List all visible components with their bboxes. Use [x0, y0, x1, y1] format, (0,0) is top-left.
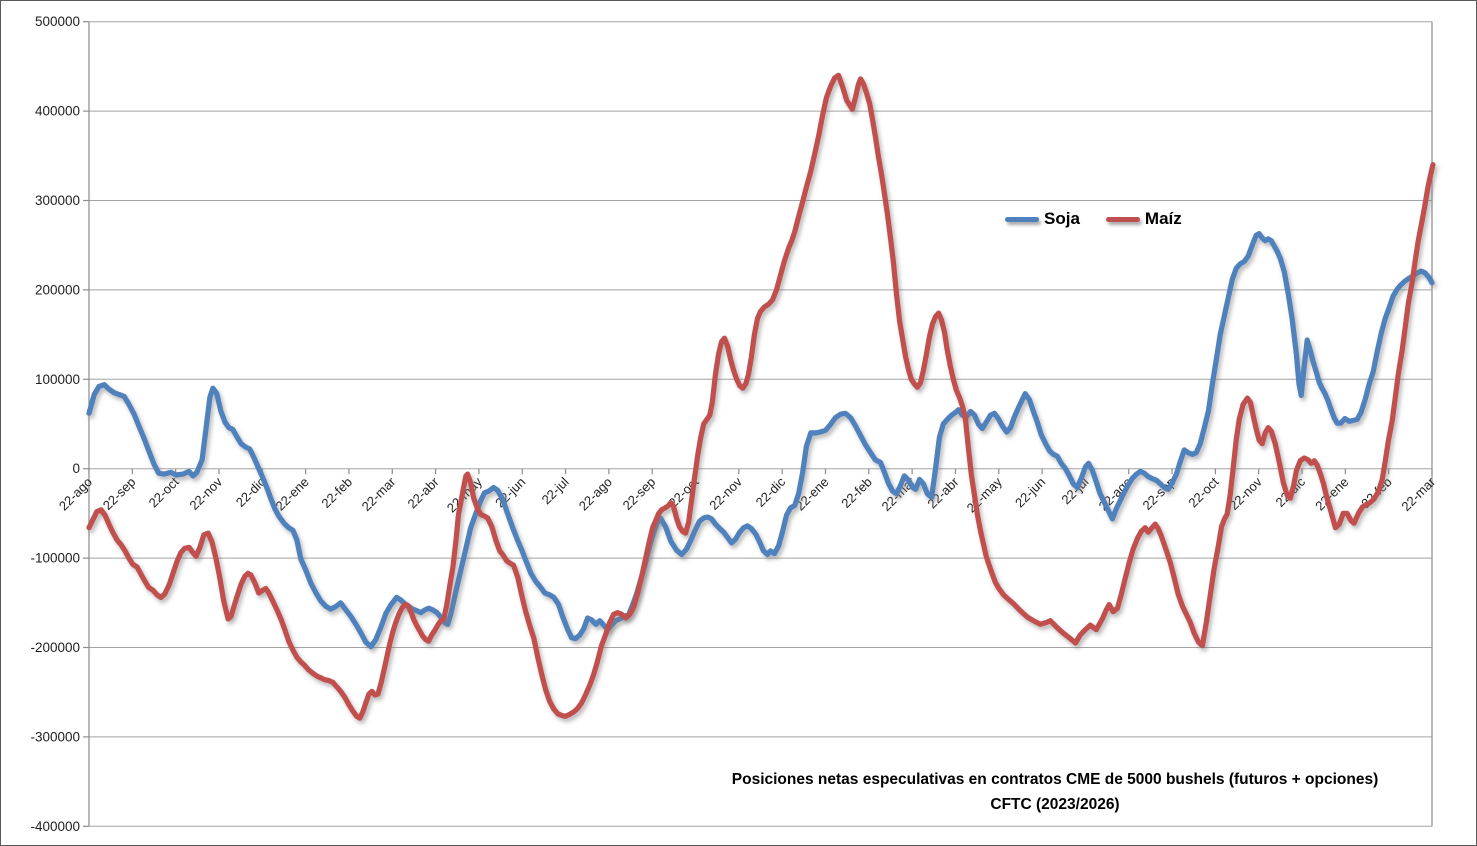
- chart-title-line-2: CFTC (2023/2026): [990, 796, 1120, 813]
- svg-text:22-dic: 22-dic: [753, 474, 789, 510]
- legend-item-maiz: Maíz: [1105, 209, 1182, 229]
- svg-text:400000: 400000: [35, 104, 80, 119]
- soja-line-swatch-icon: [1005, 216, 1039, 222]
- legend-label-soja: Soja: [1044, 209, 1080, 228]
- svg-text:-300000: -300000: [30, 729, 80, 744]
- y-axis-tick-labels: 500000 400000 300000 200000 100000 0 -100000 -2…: [30, 14, 80, 834]
- svg-text:22-sep: 22-sep: [100, 474, 139, 513]
- svg-text:22-oct: 22-oct: [146, 474, 182, 510]
- svg-text:300000: 300000: [35, 193, 80, 208]
- svg-text:22-abr: 22-abr: [405, 474, 443, 512]
- svg-text:22-ago: 22-ago: [576, 474, 615, 513]
- legend: Soja Maíz: [1005, 209, 1182, 229]
- svg-text:22-jun: 22-jun: [1012, 474, 1048, 510]
- svg-text:22-jul: 22-jul: [539, 474, 572, 507]
- svg-text:22-feb: 22-feb: [838, 474, 875, 511]
- legend-label-maiz: Maíz: [1144, 209, 1182, 228]
- svg-text:22-oct: 22-oct: [1185, 474, 1221, 510]
- svg-text:200000: 200000: [35, 282, 80, 297]
- svg-text:22-mar: 22-mar: [359, 474, 399, 514]
- svg-text:22-feb: 22-feb: [318, 474, 355, 511]
- chart-title: Posiciones netas especulativas en contra…: [715, 767, 1395, 817]
- series-maiz-line: [86, 72, 1436, 721]
- series-soja-line: [86, 231, 1435, 650]
- maiz-line-swatch-icon: [1105, 216, 1140, 222]
- svg-text:-100000: -100000: [30, 551, 80, 566]
- svg-text:22-nov: 22-nov: [186, 474, 225, 513]
- svg-text:22-ene: 22-ene: [273, 474, 312, 513]
- svg-text:0: 0: [72, 461, 80, 476]
- svg-text:-200000: -200000: [30, 640, 80, 655]
- gridlines-group: [83, 21, 1433, 827]
- legend-item-soja: Soja: [1005, 209, 1080, 229]
- svg-text:500000: 500000: [35, 14, 80, 29]
- svg-text:22-sep: 22-sep: [620, 474, 659, 513]
- svg-text:22-jul: 22-jul: [1058, 474, 1091, 507]
- svg-text:100000: 100000: [35, 372, 80, 387]
- svg-text:-400000: -400000: [30, 819, 80, 834]
- chart-title-line-1: Posiciones netas especulativas en contra…: [731, 771, 1379, 788]
- svg-text:22-nov: 22-nov: [706, 474, 745, 513]
